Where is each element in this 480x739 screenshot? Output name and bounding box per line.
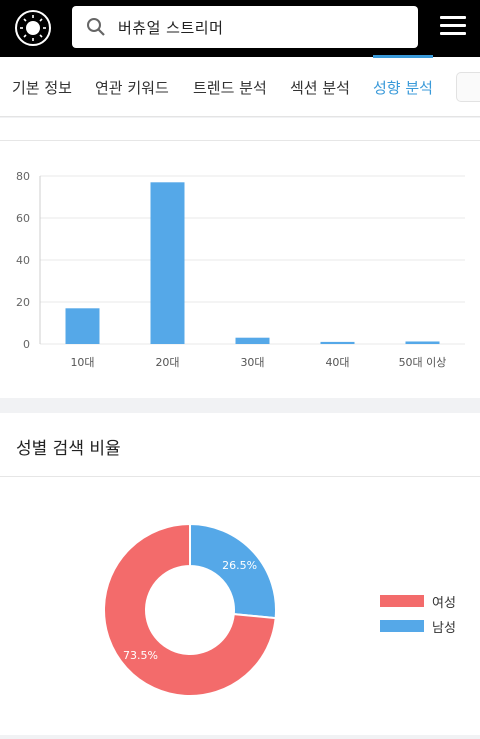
legend-swatch — [380, 595, 424, 607]
tab-scroll-button[interactable] — [456, 72, 480, 102]
x-tick-label: 10대 — [70, 356, 94, 369]
gender-section-title: 성별 검색 비율 — [16, 439, 121, 459]
divider — [0, 140, 480, 141]
section-tabs: 기본 정보 연관 키워드 트렌드 분석 섹션 분석 성향 분석 — [0, 57, 480, 117]
bar[interactable] — [320, 341, 355, 344]
slice-value-label: 73.5% — [123, 649, 158, 662]
bar[interactable] — [65, 308, 100, 344]
x-tick-label: 30대 — [240, 356, 264, 369]
x-tick-label: 50대 이상 — [399, 356, 447, 369]
bar[interactable] — [150, 182, 185, 344]
male-slice[interactable] — [189, 522, 277, 620]
sun-logo-icon[interactable] — [14, 9, 52, 47]
y-tick-label: 0 — [23, 338, 30, 351]
age-bar-chart: 0 20 40 60 80 10대 20대 30대 40대 50대 이상 — [16, 170, 465, 369]
y-tick-label: 40 — [16, 254, 30, 267]
age-chart-card — [0, 118, 480, 398]
search-input[interactable]: 버츄얼 스트리머 — [118, 19, 224, 37]
tab-section-analysis[interactable]: 섹션 분석 — [290, 79, 350, 97]
slice-value-label: 26.5% — [222, 559, 257, 572]
legend-swatch — [380, 620, 424, 632]
legend-label: 남성 — [432, 621, 456, 636]
bar[interactable] — [235, 337, 270, 344]
tab-related-keywords[interactable]: 연관 키워드 — [95, 79, 169, 97]
active-tab-indicator — [373, 55, 433, 58]
x-tick-label: 20대 — [155, 356, 179, 369]
search-icon — [87, 18, 105, 36]
female-slice[interactable] — [103, 522, 277, 697]
legend-label: 여성 — [432, 596, 456, 611]
y-tick-label: 20 — [16, 296, 30, 309]
tab-basic-info[interactable]: 기본 정보 — [12, 79, 72, 97]
bar[interactable] — [405, 341, 440, 344]
top-bar: 버츄얼 스트리머 — [0, 0, 480, 57]
divider — [0, 476, 480, 477]
tab-tendency-analysis[interactable]: 성향 분석 — [373, 79, 433, 97]
x-tick-label: 40대 — [325, 356, 349, 369]
hamburger-menu-icon[interactable] — [440, 16, 466, 38]
y-tick-label: 60 — [16, 212, 30, 225]
tab-trend-analysis[interactable]: 트렌드 분석 — [193, 79, 267, 97]
search-box[interactable]: 버츄얼 스트리머 — [72, 6, 418, 48]
gender-donut-chart: 26.5% 73.5% — [103, 522, 277, 697]
y-tick-label: 80 — [16, 170, 30, 183]
